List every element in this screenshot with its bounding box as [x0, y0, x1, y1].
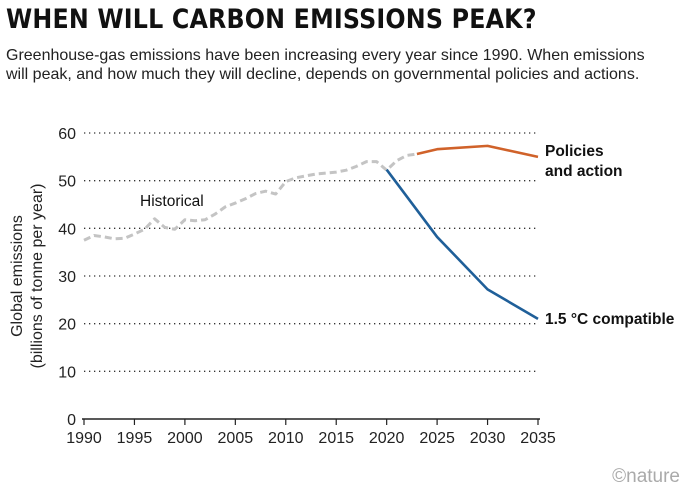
chart-title: WHEN WILL CARBON EMISSIONS PEAK? — [6, 4, 537, 35]
x-tick-label: 2030 — [470, 430, 506, 447]
x-tick-label: 2005 — [218, 430, 254, 447]
y-tick-label: 0 — [67, 412, 76, 429]
x-tick-label: 2015 — [318, 430, 354, 447]
nature-logo: ©nature — [612, 466, 680, 487]
x-tick-label: 2035 — [520, 430, 556, 447]
series-line-2 — [385, 168, 539, 321]
series-label: 1.5 °C compatible — [545, 311, 675, 328]
y-axis-label-line: (billions of tonne per year) — [29, 184, 46, 369]
y-axis-label-line: Global emissions — [9, 215, 26, 337]
x-tick-label: 2025 — [419, 430, 455, 447]
y-tick-label: 40 — [58, 221, 76, 238]
series-line-1 — [416, 144, 539, 159]
y-tick-label: 50 — [58, 174, 76, 191]
x-tick-label: 1995 — [117, 430, 153, 447]
x-tick-label: 2010 — [268, 430, 304, 447]
x-tick-label: 2000 — [167, 430, 203, 447]
y-tick-label: 60 — [58, 126, 76, 143]
chart-subtitle: Greenhouse-gas emissions have been incre… — [6, 47, 645, 83]
y-axis-label: Global emissions (billions of tonne per y… — [9, 184, 46, 369]
x-tick-label: 2020 — [369, 430, 405, 447]
y-tick-label: 20 — [58, 317, 76, 334]
series-label: Policies and action — [545, 143, 623, 180]
y-tick-label: 10 — [58, 364, 76, 381]
x-tick-label: 1990 — [66, 430, 102, 447]
y-tick-label: 30 — [58, 269, 76, 286]
series-line-0 — [83, 152, 418, 242]
series-label: Historical — [140, 193, 204, 210]
